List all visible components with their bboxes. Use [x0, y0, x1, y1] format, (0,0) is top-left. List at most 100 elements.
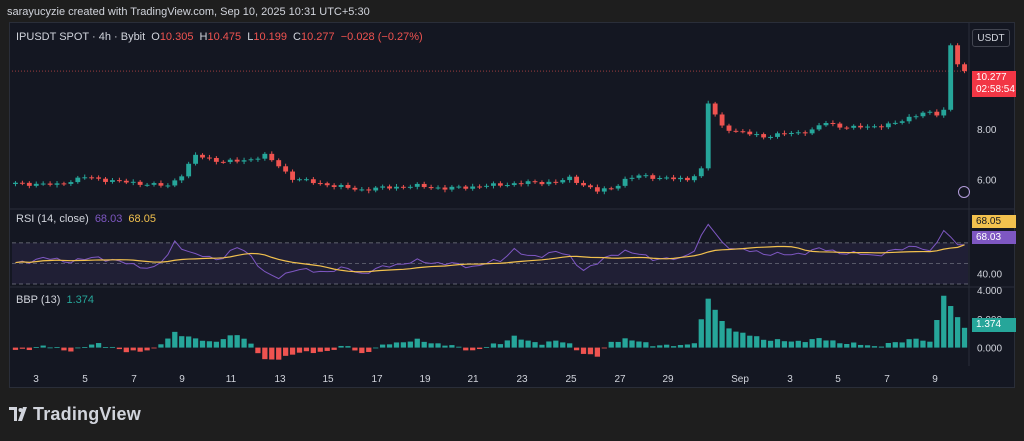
- bbp-bar: [199, 340, 206, 348]
- bbp-bar: [269, 347, 275, 360]
- candle-body: [698, 168, 704, 177]
- high-label: H: [199, 31, 208, 43]
- candle-body: [200, 154, 205, 158]
- bbp-bar: [213, 341, 219, 348]
- bbp-bar: [885, 342, 891, 348]
- bbp-bar: [449, 345, 455, 348]
- bbp-bar: [310, 347, 316, 354]
- candle-body: [96, 177, 102, 179]
- bbp-bar: [400, 342, 407, 348]
- bbp-bar: [954, 317, 961, 348]
- x-tick-label: 7: [131, 374, 137, 385]
- bbp-bar: [456, 346, 462, 348]
- candle-body: [103, 178, 108, 182]
- bbp-bar: [373, 347, 379, 349]
- candle-body: [165, 185, 171, 187]
- bbp-bar: [172, 331, 178, 348]
- candle-body: [449, 186, 455, 190]
- bbp-bar: [352, 347, 358, 351]
- x-tick-label: 7: [884, 374, 890, 385]
- candle-body: [892, 122, 898, 124]
- rsi-legend[interactable]: RSI (14, close) 68.03 68.05: [16, 213, 159, 225]
- candle-body: [761, 134, 767, 138]
- bbp-bar: [165, 338, 171, 348]
- bbp-bar: [40, 345, 46, 348]
- candle-body: [116, 180, 122, 182]
- candle-body: [19, 182, 25, 184]
- candle-body: [158, 183, 164, 186]
- bbp-bar: [386, 344, 393, 348]
- bbp-bar: [747, 335, 753, 348]
- candle-body: [75, 177, 81, 183]
- candle-body: [754, 134, 760, 136]
- candle-body: [518, 183, 524, 185]
- bbp-bar: [851, 342, 857, 348]
- x-tick-label: 23: [516, 374, 528, 385]
- currency-button[interactable]: USDT: [972, 29, 1010, 47]
- candle-body: [220, 161, 226, 163]
- candle-body: [588, 185, 593, 188]
- candle-body: [193, 154, 199, 164]
- bbp-bar: [857, 344, 864, 348]
- bbp-bar: [899, 342, 905, 348]
- candle-body: [802, 132, 808, 134]
- candle-body: [456, 186, 462, 188]
- candle-body: [948, 45, 954, 110]
- candle-body: [227, 159, 233, 163]
- bbp-bar: [580, 347, 587, 354]
- bbp-bar: [206, 341, 213, 348]
- candle-body: [324, 183, 330, 186]
- bbp-bar: [816, 338, 822, 348]
- bbp-bar: [906, 339, 912, 348]
- bbp-bar: [615, 341, 621, 348]
- candle-body: [110, 180, 115, 182]
- bbp-bar: [296, 347, 303, 353]
- bbp-bar: [186, 336, 192, 348]
- bbp-bar: [151, 347, 157, 349]
- candle-body: [54, 183, 60, 185]
- candle-body: [470, 186, 476, 189]
- candle-body: [844, 127, 850, 129]
- candle-body: [664, 177, 670, 179]
- candle-body: [885, 123, 891, 128]
- candle-body: [712, 103, 718, 115]
- clock-icon[interactable]: [958, 186, 970, 198]
- rsi-ma-value: 68.05: [128, 213, 156, 225]
- bbp-bar: [684, 344, 691, 348]
- bbp-bar: [719, 321, 725, 348]
- x-tick-label: Sep: [731, 374, 749, 385]
- bbp-bar: [137, 347, 143, 352]
- candle-body: [927, 111, 933, 113]
- bbp-bar: [12, 347, 19, 350]
- candle-body: [913, 116, 919, 118]
- candle-body: [352, 187, 358, 190]
- symbol-legend[interactable]: IPUSDT SPOT · 4h · Bybit O10.305 H10.475…: [16, 31, 426, 43]
- candle-body: [594, 187, 600, 192]
- bbp-bar: [809, 339, 815, 348]
- bbp-tick-label: 4.000: [977, 286, 1002, 297]
- bar-countdown: 02:58:54: [976, 84, 1015, 95]
- bbp-bar: [158, 344, 164, 348]
- bbp-bar: [303, 347, 310, 352]
- chart-area[interactable]: [9, 22, 1015, 388]
- bbp-bar: [227, 335, 233, 348]
- bbp-bar: [504, 340, 510, 348]
- bbp-bar: [781, 341, 788, 348]
- bbp-bar: [102, 347, 109, 348]
- candle-body: [691, 176, 697, 181]
- candle-body: [837, 123, 843, 128]
- candle-body: [539, 182, 545, 185]
- candle-body: [567, 176, 573, 181]
- candle-body: [435, 187, 441, 189]
- rsi-ma-line: [15, 244, 965, 273]
- candle-body: [851, 125, 857, 128]
- top-bar: sarayucyzie created with TradingView.com…: [0, 0, 1024, 22]
- bbp-bar: [608, 341, 614, 348]
- candle-body: [290, 171, 295, 180]
- candle-body: [144, 184, 150, 186]
- bbp-legend[interactable]: BBP (13) 1.374: [16, 294, 97, 306]
- bbp-bar: [664, 344, 670, 348]
- bbp-bar: [643, 342, 649, 348]
- bbp-bar: [920, 340, 926, 348]
